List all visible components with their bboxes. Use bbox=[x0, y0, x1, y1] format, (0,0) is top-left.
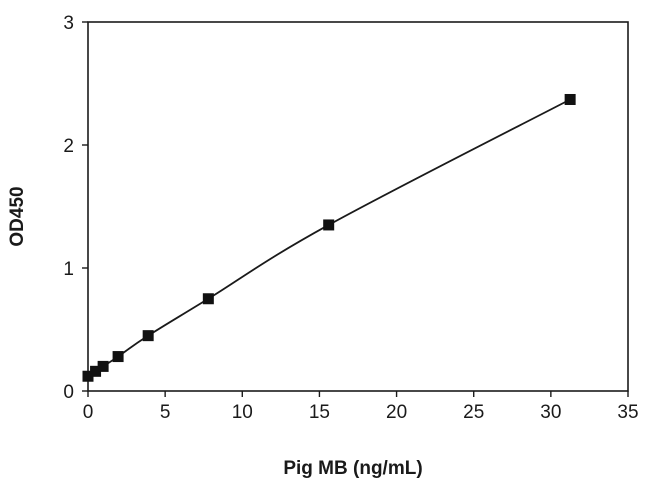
fit-curve-group bbox=[87, 98, 571, 377]
x-axis-title: Pig MB (ng/mL) bbox=[283, 458, 422, 479]
x-tick-label-30: 30 bbox=[540, 402, 561, 423]
x-tick-label-15: 15 bbox=[309, 402, 330, 423]
data-point-0 bbox=[82, 370, 94, 382]
data-point-2 bbox=[97, 360, 109, 372]
axes: 0 5 10 15 20 25 30 35 0 1 2 3 bbox=[63, 13, 638, 423]
data-point-1 bbox=[90, 365, 102, 377]
data-markers bbox=[82, 93, 576, 382]
fit-curve bbox=[87, 98, 571, 377]
data-point-7 bbox=[564, 93, 576, 105]
x-tick-label-5: 5 bbox=[160, 402, 171, 423]
y-tick-label-3: 3 bbox=[63, 13, 74, 34]
x-tick-label-35: 35 bbox=[617, 402, 638, 423]
data-point-6 bbox=[323, 219, 335, 231]
plot-frame bbox=[87, 21, 629, 392]
x-tick-label-10: 10 bbox=[232, 402, 253, 423]
y-tick-label-1: 1 bbox=[63, 259, 74, 280]
data-point-5 bbox=[202, 293, 214, 305]
x-tick-label-25: 25 bbox=[463, 402, 484, 423]
data-point-3 bbox=[112, 351, 124, 363]
y-tick-label-2: 2 bbox=[63, 136, 74, 157]
y-tick-label-0: 0 bbox=[63, 382, 74, 403]
data-point-4 bbox=[142, 330, 154, 342]
y-axis-title: OD450 bbox=[7, 186, 28, 246]
x-tick-label-0: 0 bbox=[83, 402, 94, 423]
x-tick-label-20: 20 bbox=[386, 402, 407, 423]
